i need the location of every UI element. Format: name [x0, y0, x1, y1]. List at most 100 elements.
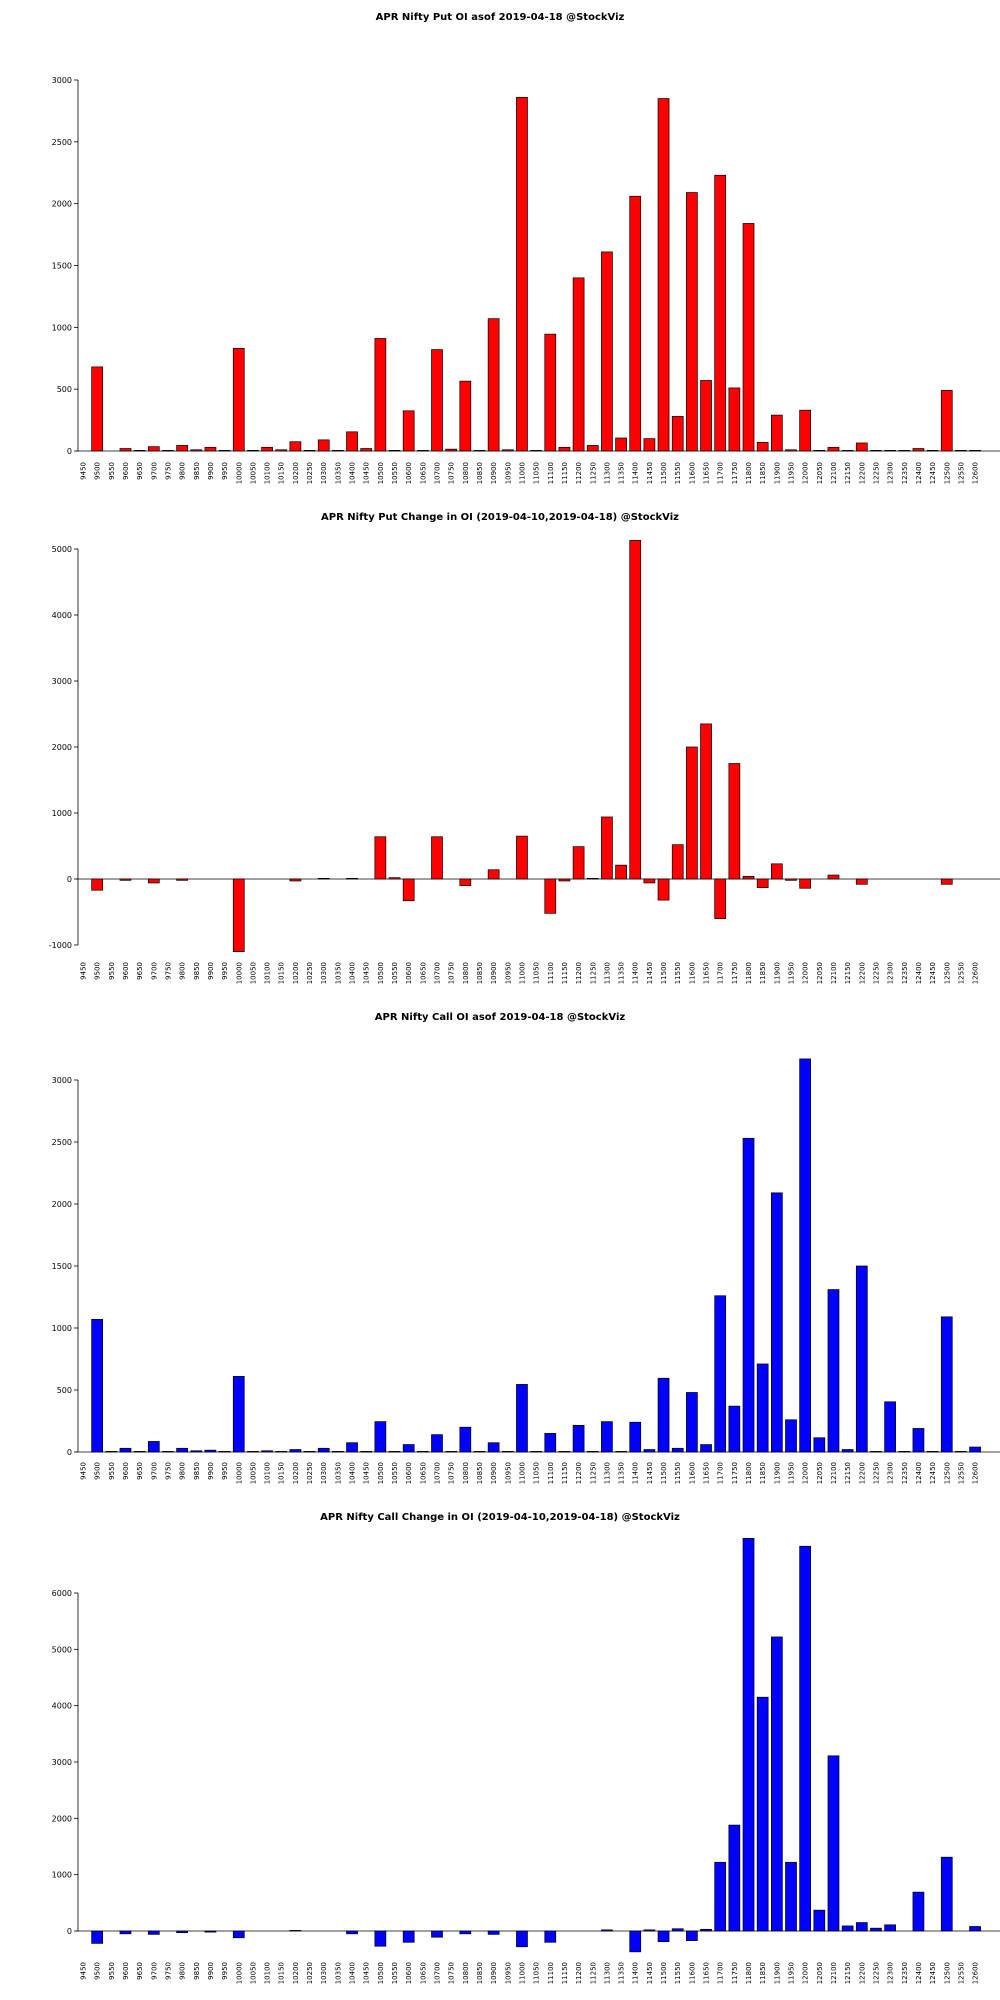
bar	[374, 338, 387, 452]
x-tick-label: 12000	[802, 462, 810, 484]
x-tick-label: 11800	[745, 1462, 753, 1484]
bar	[530, 450, 542, 452]
bar	[912, 448, 925, 452]
x-tick-label: 10000	[235, 1962, 243, 1984]
bar	[601, 1421, 613, 1453]
bar	[374, 1930, 387, 1947]
bar	[247, 450, 259, 452]
bar	[955, 450, 967, 452]
x-tick-label: 11450	[646, 1462, 654, 1484]
x-tick-label: 9500	[94, 962, 102, 980]
bar	[402, 1930, 415, 1943]
bar	[742, 1137, 755, 1453]
y-tick-label: 1000	[52, 809, 72, 818]
bar	[445, 1451, 458, 1453]
x-tick-label: 10650	[419, 462, 427, 484]
x-tick-label: 11450	[646, 462, 654, 484]
x-tick-label: 11650	[703, 962, 711, 984]
x-tick-label: 10100	[264, 962, 272, 984]
bar	[431, 349, 443, 452]
x-tick-label: 9900	[207, 1962, 215, 1980]
bar	[516, 1384, 528, 1453]
x-tick-label: 10400	[349, 1962, 357, 1984]
chart-title: APR Nifty Call OI asof 2019-04-18 @Stock…	[375, 1012, 626, 1023]
x-tick-label: 11700	[717, 462, 725, 484]
bar	[261, 446, 273, 452]
x-tick-label: 10850	[476, 1962, 484, 1984]
bar	[700, 1928, 712, 1932]
x-tick-label: 9800	[179, 1462, 187, 1480]
x-tick-label: 9800	[179, 462, 187, 480]
x-tick-label: 10550	[391, 962, 399, 984]
bar	[261, 1450, 273, 1453]
bar	[544, 878, 557, 914]
x-tick-label: 10150	[278, 962, 286, 984]
bar	[388, 877, 401, 880]
y-tick-label: 3000	[52, 1758, 72, 1767]
x-tick-label: 11400	[632, 1462, 640, 1484]
x-tick-label: 11350	[618, 462, 626, 484]
bar	[714, 1861, 727, 1932]
bar	[686, 1930, 698, 1941]
bar	[431, 1434, 443, 1453]
bar	[742, 1538, 755, 1932]
x-tick-label: 10800	[462, 962, 470, 984]
y-tick-label: 2500	[52, 1138, 72, 1147]
x-tick-label: 11200	[575, 462, 583, 484]
x-tick-label: 9950	[221, 962, 229, 980]
bar	[232, 348, 245, 452]
bar	[813, 1437, 826, 1453]
bar	[360, 1451, 373, 1453]
bar	[544, 1930, 557, 1943]
bar	[346, 431, 358, 452]
x-tick-label: 10250	[306, 1462, 314, 1484]
chart: APR Nifty Call OI asof 2019-04-18 @Stock…	[52, 1012, 1000, 1484]
x-tick-label: 9600	[122, 1962, 130, 1980]
bar	[204, 446, 217, 452]
bar	[374, 836, 387, 880]
y-tick-label: 500	[57, 1386, 72, 1395]
x-tick-label: 12600	[972, 462, 980, 484]
bar	[686, 1392, 698, 1453]
x-tick-label: 11000	[518, 1462, 526, 1484]
x-tick-label: 12300	[887, 1962, 895, 1984]
x-tick-label: 11850	[759, 462, 767, 484]
x-tick-label: 11550	[674, 462, 682, 484]
x-tick-label: 11750	[731, 462, 739, 484]
x-tick-label: 10300	[320, 462, 328, 484]
bar	[303, 1451, 316, 1453]
bar	[756, 1696, 769, 1932]
x-tick-label: 10600	[405, 1962, 413, 1984]
bar	[940, 1316, 953, 1453]
x-tick-label: 12550	[957, 1962, 965, 1984]
x-tick-label: 11500	[660, 962, 668, 984]
bar	[827, 1755, 840, 1932]
bar	[204, 1930, 217, 1933]
bar	[317, 439, 330, 452]
x-tick-label: 11900	[773, 962, 781, 984]
bar	[487, 1442, 500, 1453]
x-tick-label: 9500	[94, 1462, 102, 1480]
x-tick-label: 10250	[306, 1962, 314, 1984]
bar	[147, 878, 160, 884]
bar	[855, 1922, 868, 1932]
x-tick-label: 9550	[108, 462, 116, 480]
bar	[445, 448, 458, 452]
x-tick-label: 10850	[476, 1462, 484, 1484]
y-tick-label: 6000	[52, 1589, 72, 1598]
bar	[940, 878, 953, 885]
x-tick-label: 9950	[221, 1462, 229, 1480]
bar	[317, 877, 330, 880]
x-tick-label: 9450	[80, 1462, 88, 1480]
x-tick-label: 10500	[377, 962, 385, 984]
y-tick-label: 1000	[52, 1871, 72, 1880]
x-tick-label: 11350	[618, 962, 626, 984]
bar	[91, 1930, 104, 1944]
bar	[586, 877, 599, 880]
x-tick-label: 9500	[94, 462, 102, 480]
bar	[884, 450, 896, 452]
x-tick-label: 10950	[504, 462, 512, 484]
x-tick-label: 9900	[207, 462, 215, 480]
x-tick-label: 11150	[561, 1462, 569, 1484]
x-tick-label: 9450	[80, 462, 88, 480]
